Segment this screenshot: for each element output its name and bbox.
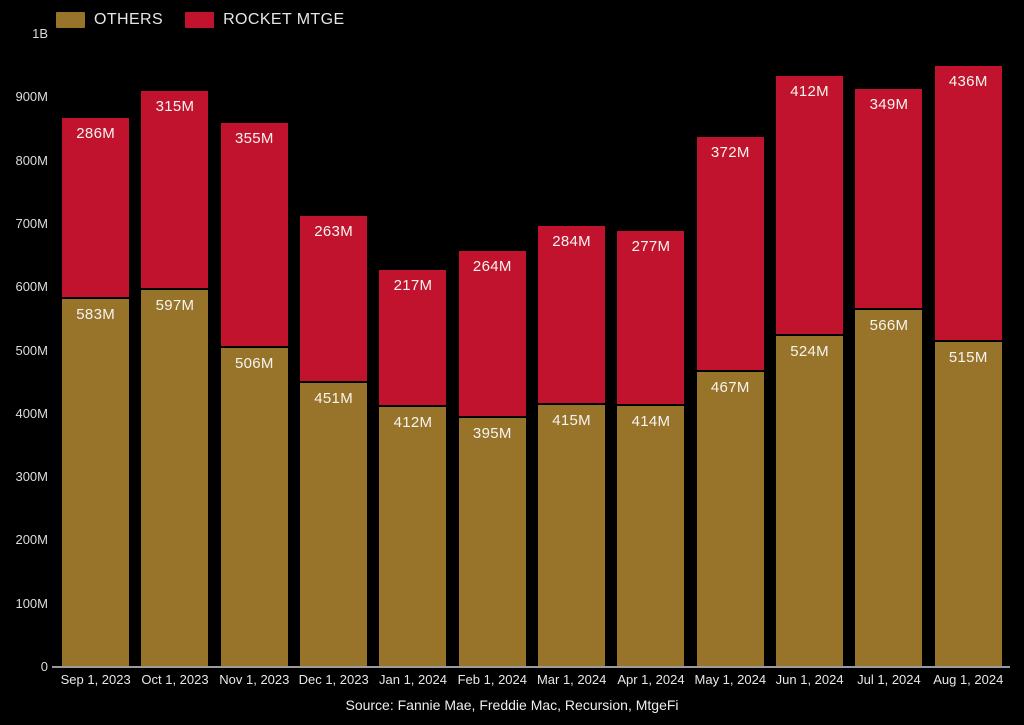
chart-legend: OTHERS ROCKET MTGE: [56, 11, 345, 29]
legend-swatch-others-icon: [56, 12, 85, 28]
bar-segment-others[interactable]: 583M: [61, 297, 131, 667]
y-tick-label: 500M: [15, 342, 48, 358]
bar-value-label: 506M: [234, 354, 274, 372]
bar-value-label: 284M: [552, 232, 591, 250]
y-tick-label: 1B: [32, 26, 48, 41]
bar-segment-rocket-mtge[interactable]: 217M: [378, 268, 448, 407]
bar-value-label: 217M: [393, 276, 433, 294]
bar-value-label: 372M: [710, 143, 750, 161]
x-tick-label: Mar 1, 2024: [536, 672, 607, 687]
bar-segment-others[interactable]: 412M: [378, 406, 448, 667]
y-tick-label: 700M: [15, 215, 48, 231]
bar-segment-rocket-mtge[interactable]: 284M: [537, 224, 607, 405]
bar-segment-rocket-mtge[interactable]: 263M: [299, 215, 369, 382]
y-tick-label: 200M: [15, 532, 48, 548]
bar-value-label: 415M: [552, 412, 591, 430]
x-tick-label: Jan 1, 2024: [379, 672, 447, 687]
bar-value-label: 524M: [790, 343, 829, 361]
x-tick-label: Jun 1, 2024: [775, 672, 844, 687]
x-tick-label: Nov 1, 2023: [219, 672, 290, 687]
bar-column: 372M 467M May 1, 2024: [691, 34, 770, 687]
y-tick-label: 100M: [15, 595, 48, 611]
y-tick-label: 800M: [15, 152, 48, 168]
bar-value-label: 451M: [314, 389, 353, 407]
bar-segment-rocket-mtge[interactable]: 412M: [775, 74, 845, 336]
bar-segment-rocket-mtge[interactable]: 277M: [616, 229, 686, 405]
bar-value-label: 349M: [869, 95, 909, 113]
bar-segment-rocket-mtge[interactable]: 372M: [695, 135, 765, 372]
bar-segment-others[interactable]: 597M: [140, 289, 210, 667]
bar-value-label: 286M: [76, 124, 116, 142]
bar-column: 263M 451M Dec 1, 2023: [294, 34, 373, 687]
bar-segment-others[interactable]: 566M: [854, 308, 924, 667]
bar-column: 284M 415M Mar 1, 2024: [532, 34, 611, 687]
bar-segment-rocket-mtge[interactable]: 264M: [457, 249, 527, 417]
bar-column: 436M 515M Aug 1, 2024: [929, 34, 1008, 687]
y-tick-label: 600M: [15, 279, 48, 295]
bar-column: 412M 524M Jun 1, 2024: [770, 34, 849, 687]
legend-item-rocket-mtge[interactable]: ROCKET MTGE: [185, 11, 344, 29]
bar-value-label: 355M: [234, 130, 274, 147]
bar-column: 277M 414M Apr 1, 2024: [611, 34, 690, 687]
x-tick-label: Jul 1, 2024: [857, 672, 921, 687]
bar-value-label: 436M: [948, 73, 988, 91]
bar-segment-others[interactable]: 515M: [933, 341, 1003, 667]
bar-value-label: 412M: [393, 414, 433, 432]
y-tick-label: 300M: [15, 469, 48, 485]
bar-value-label: 467M: [710, 379, 750, 397]
bar-segment-rocket-mtge[interactable]: 355M: [219, 122, 289, 347]
legend-swatch-rocket-icon: [185, 12, 215, 28]
bar-segment-rocket-mtge[interactable]: 436M: [933, 65, 1003, 342]
bar-value-label: 315M: [155, 97, 195, 115]
x-tick-label: Apr 1, 2024: [617, 672, 685, 687]
x-tick-label: May 1, 2024: [694, 672, 767, 687]
bar-segment-others[interactable]: 415M: [537, 404, 607, 667]
bar-column: 315M 597M Oct 1, 2023: [135, 34, 214, 687]
x-tick-label: Aug 1, 2024: [933, 672, 1004, 687]
bar-column: 349M 566M Jul 1, 2024: [849, 34, 928, 687]
x-tick-label: Dec 1, 2023: [298, 672, 369, 687]
y-tick-label: 0: [40, 659, 48, 674]
y-tick-label: 900M: [15, 89, 48, 105]
source-note: Source: Fannie Mae, Freddie Mac, Recursi…: [345, 697, 679, 713]
bar-column: 217M 412M Jan 1, 2024: [373, 34, 452, 687]
bar-value-label: 566M: [869, 316, 909, 334]
bar-value-label: 414M: [631, 412, 671, 430]
bar-segment-others[interactable]: 506M: [219, 346, 289, 667]
bar-value-label: 412M: [790, 82, 829, 100]
bar-value-label: 597M: [155, 297, 195, 315]
bar-segment-others[interactable]: 451M: [299, 381, 369, 667]
legend-label-others: OTHERS: [94, 11, 164, 28]
bar-column: 355M 506M Nov 1, 2023: [215, 34, 294, 687]
bar-column: 286M 583M Sep 1, 2023: [56, 34, 135, 687]
x-tick-label: Feb 1, 2024: [457, 672, 527, 687]
bar-value-label: 395M: [472, 424, 512, 442]
bar-segment-others[interactable]: 524M: [775, 335, 845, 667]
bar-value-label: 264M: [472, 257, 512, 275]
bar-segment-rocket-mtge[interactable]: 349M: [854, 87, 924, 309]
bar-value-label: 515M: [948, 349, 988, 367]
legend-item-others[interactable]: OTHERS: [56, 11, 163, 29]
x-tick-label: Sep 1, 2023: [60, 672, 131, 687]
legend-label-rocket-mtge: ROCKET MTGE: [223, 11, 345, 28]
bar-column: 264M 395M Feb 1, 2024: [453, 34, 532, 687]
bar-value-label: 277M: [631, 237, 671, 255]
bar-value-label: 583M: [76, 305, 116, 323]
y-tick-label: 400M: [15, 405, 48, 421]
bar-segment-rocket-mtge[interactable]: 286M: [61, 116, 131, 298]
bar-segment-rocket-mtge[interactable]: 315M: [140, 89, 210, 290]
bar-value-label: 263M: [314, 223, 353, 241]
x-axis-line: [52, 666, 1010, 668]
bar-segment-others[interactable]: 467M: [695, 371, 765, 667]
y-axis: 0 100M 200M 300M 400M 500M 600M 700M 800M 900M 1B: [0, 26, 48, 674]
bar-segment-others[interactable]: 414M: [616, 404, 686, 667]
bar-segment-others[interactable]: 395M: [457, 416, 527, 667]
plot-area: 286M 583M Sep 1, 2023 315M 597M Oct 1, 2023 35…: [56, 34, 1008, 687]
x-tick-label: Oct 1, 2023: [141, 672, 209, 687]
